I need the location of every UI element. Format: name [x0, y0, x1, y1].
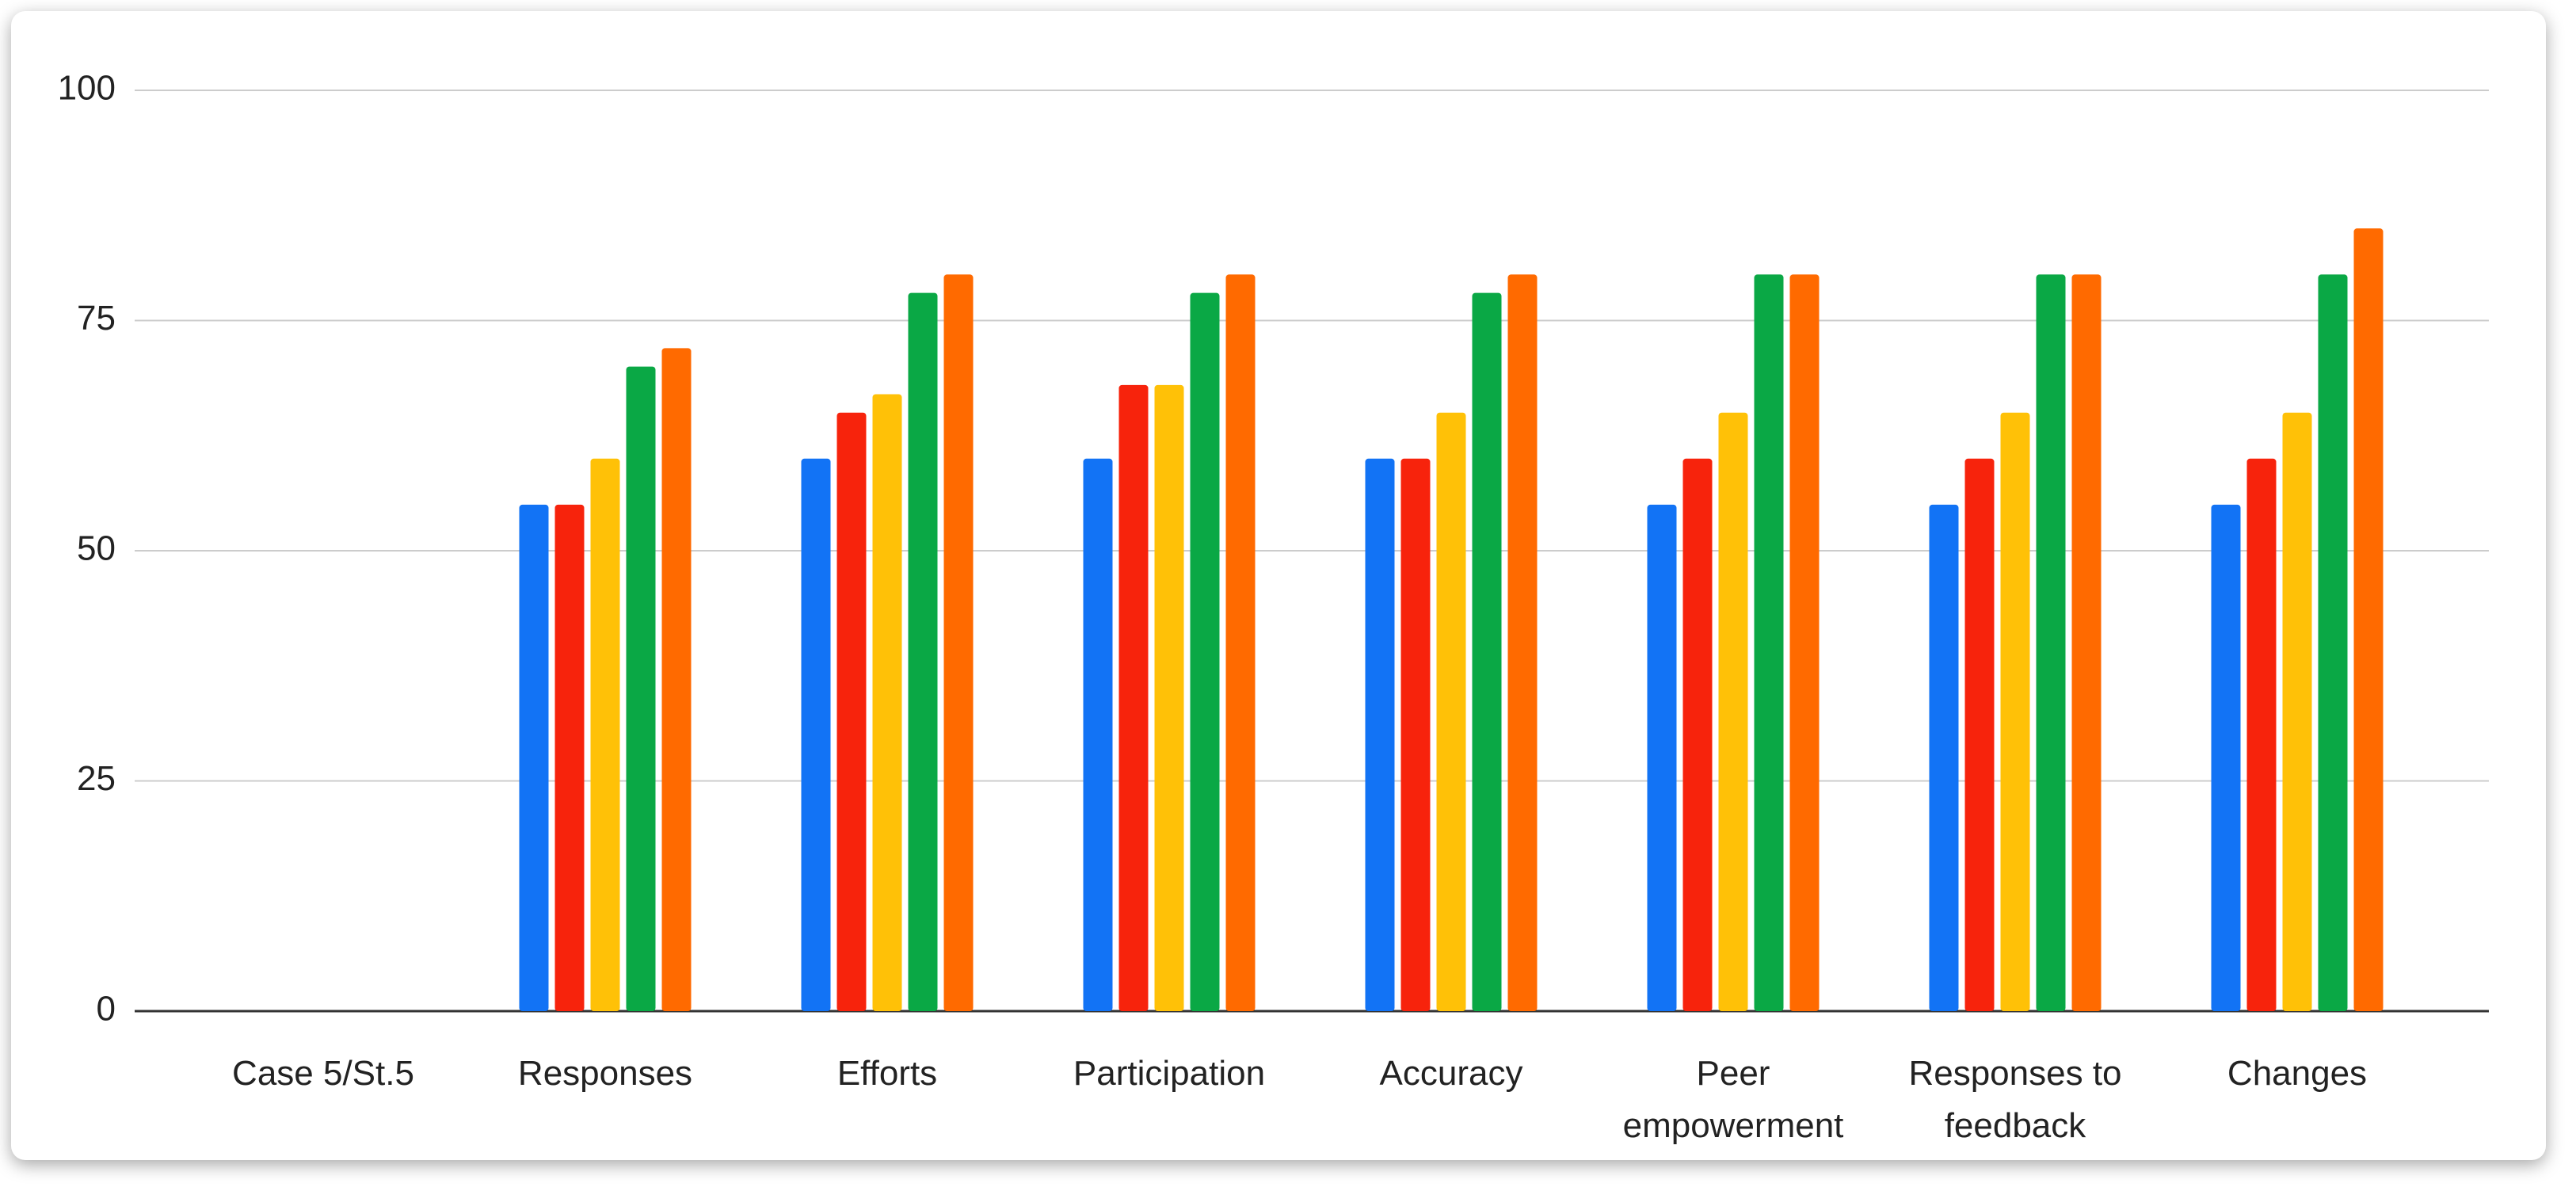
- bar: [1507, 274, 1538, 1011]
- x-tick-label: Peer empowerment: [1622, 1054, 1844, 1145]
- bar: [554, 504, 585, 1011]
- bar: [2000, 412, 2030, 1011]
- bar: [1929, 504, 1959, 1011]
- bar: [836, 412, 867, 1011]
- bar: [1154, 384, 1184, 1012]
- bar: [2282, 412, 2312, 1011]
- bar: [1225, 274, 1256, 1011]
- bar: [661, 348, 692, 1011]
- bar: [2318, 274, 2348, 1011]
- chart: 0 25 50 75 100: [58, 69, 2489, 1029]
- bar: [1400, 458, 1431, 1011]
- bar: [2036, 274, 2066, 1011]
- y-tick-label: 50: [77, 529, 116, 568]
- bar: [801, 458, 831, 1011]
- bar: [908, 292, 938, 1011]
- x-tick-label: Responses to feedback: [1908, 1054, 2122, 1145]
- bar: [943, 274, 974, 1011]
- bar: [626, 366, 656, 1012]
- chart-frame: 0 25 50 75 100 Case 5/St.5 Responses Efforts Pa…: [11, 11, 2546, 1160]
- bar: [1436, 412, 1466, 1011]
- bar: [519, 504, 549, 1011]
- bar: [1365, 458, 1395, 1011]
- bar: [2246, 458, 2277, 1011]
- bar: [1083, 458, 1113, 1011]
- y-tick-label: 75: [77, 299, 116, 338]
- bar: [1682, 458, 1713, 1011]
- y-tick-label: 100: [58, 69, 116, 108]
- bar: [2071, 274, 2102, 1011]
- x-tick-label: Changes: [2227, 1054, 2368, 1093]
- bar: [1472, 292, 1502, 1011]
- bar: [1647, 504, 1677, 1011]
- bar: [872, 394, 902, 1012]
- bar: [1718, 412, 1748, 1011]
- bar: [2353, 228, 2384, 1011]
- x-tick-label: Participation: [1073, 1054, 1266, 1093]
- bar: [590, 458, 620, 1011]
- bar: [1190, 292, 1220, 1011]
- y-tick-label: 25: [77, 759, 116, 798]
- x-tick-label: Accuracy: [1379, 1054, 1523, 1093]
- bar: [1754, 274, 1784, 1011]
- bar: [1964, 458, 1995, 1011]
- bar: [2211, 504, 2241, 1011]
- x-tick-label: Efforts: [836, 1054, 938, 1093]
- y-tick-label: 0: [97, 990, 116, 1029]
- x-tick-label: Responses: [517, 1054, 693, 1093]
- bar: [1118, 384, 1149, 1012]
- x-tick-label: Case 5/St.5: [232, 1054, 414, 1093]
- bar: [1789, 274, 1820, 1011]
